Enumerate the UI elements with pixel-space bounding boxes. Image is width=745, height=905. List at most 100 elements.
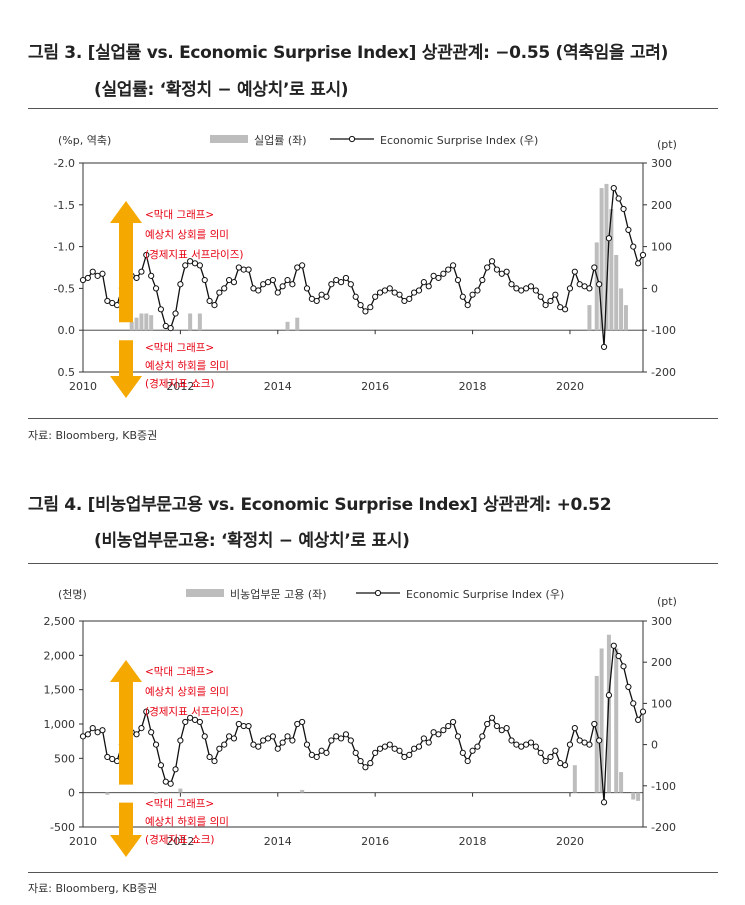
x-tick-label: 2010 bbox=[69, 835, 97, 848]
bar bbox=[619, 288, 624, 331]
esi-point bbox=[279, 283, 286, 290]
esi-point bbox=[508, 281, 515, 288]
esi-point bbox=[352, 749, 359, 756]
legend-bar-label: 실업률 (좌) bbox=[254, 134, 307, 147]
esi-point bbox=[459, 293, 466, 300]
esi-point bbox=[610, 184, 617, 192]
left-tick-label: 1,000 bbox=[44, 718, 76, 731]
esi-point bbox=[561, 762, 569, 769]
arrow-up bbox=[110, 201, 142, 323]
bar bbox=[129, 321, 134, 331]
bar bbox=[178, 788, 183, 793]
bar bbox=[604, 183, 609, 331]
esi-point bbox=[372, 293, 379, 300]
esi-point bbox=[357, 757, 364, 765]
esi-point bbox=[230, 279, 238, 286]
esi-point bbox=[84, 274, 91, 282]
esi-point bbox=[279, 739, 286, 746]
esi-point bbox=[542, 302, 549, 309]
esi-point bbox=[89, 725, 96, 732]
bar bbox=[606, 634, 611, 793]
legend-line-label: Economic Surprise Index (우) bbox=[406, 588, 564, 601]
legend-line-marker bbox=[374, 589, 382, 597]
esi-point bbox=[615, 652, 622, 660]
esi-point bbox=[352, 293, 359, 300]
figure3-subtitle: (실업률: ‘확정치 − 예상치’로 표시) bbox=[94, 80, 349, 100]
esi-point bbox=[591, 264, 598, 271]
esi-point bbox=[289, 281, 296, 288]
esi-point bbox=[396, 747, 403, 754]
esi-point bbox=[201, 733, 208, 740]
esi-point bbox=[113, 757, 121, 765]
bar bbox=[619, 772, 624, 793]
left-tick-label: -2.0 bbox=[54, 157, 75, 170]
esi-point bbox=[269, 733, 277, 740]
esi-point bbox=[620, 663, 627, 670]
esi-point bbox=[415, 287, 423, 294]
x-tick-label: 2012 bbox=[166, 380, 194, 393]
x-tick-label: 2012 bbox=[166, 835, 194, 848]
esi-point bbox=[274, 745, 281, 752]
esi-point bbox=[211, 757, 218, 765]
esi-point bbox=[527, 739, 535, 746]
esi-point bbox=[167, 780, 174, 787]
esi-point bbox=[328, 737, 335, 744]
esi-point bbox=[148, 272, 155, 279]
esi-point bbox=[133, 274, 140, 282]
bar bbox=[614, 648, 619, 793]
bar bbox=[188, 313, 193, 331]
left-tick-label: 0.5 bbox=[58, 366, 76, 379]
esi-point bbox=[527, 283, 535, 290]
esi-point bbox=[479, 733, 486, 740]
esi-point bbox=[157, 762, 165, 769]
esi-point bbox=[420, 279, 427, 286]
esi-point bbox=[469, 291, 476, 298]
esi-point bbox=[440, 270, 447, 277]
esi-point bbox=[630, 700, 637, 707]
x-tick-label: 2010 bbox=[69, 380, 97, 393]
esi-point bbox=[201, 276, 208, 284]
esi-point bbox=[274, 289, 281, 296]
figure3-bottom-rule bbox=[28, 418, 718, 419]
bar bbox=[636, 792, 641, 801]
esi-point bbox=[143, 708, 150, 715]
esi-point bbox=[313, 297, 320, 305]
esi-point bbox=[508, 737, 515, 744]
annotation-down-line: <막대 그래프> bbox=[145, 798, 214, 810]
figure3-title: 그림 3. [실업률 vs. Economic Surprise Index] … bbox=[28, 43, 669, 63]
esi-point bbox=[367, 760, 374, 767]
figure3-top-rule bbox=[28, 108, 718, 109]
esi-point bbox=[503, 268, 510, 275]
esi-point bbox=[357, 302, 364, 309]
esi-point bbox=[362, 764, 369, 771]
esi-point bbox=[615, 195, 622, 202]
x-tick-label: 2016 bbox=[361, 380, 389, 393]
left-tick-label: 0 bbox=[68, 787, 75, 800]
right-axis-label: (pt) bbox=[657, 595, 677, 608]
esi-point bbox=[537, 749, 544, 756]
esi-point bbox=[177, 737, 184, 744]
esi-point bbox=[152, 285, 160, 292]
esi-point bbox=[532, 743, 539, 750]
right-tick-label: -200 bbox=[651, 366, 676, 379]
left-tick-label: 2,500 bbox=[44, 615, 76, 628]
esi-point bbox=[289, 737, 296, 744]
figure4-chart: 2,500 2,000 1,500 1,000 500 0 -500 300 200 100 0 -1… bbox=[44, 587, 677, 857]
esi-point bbox=[596, 737, 603, 744]
esi-point bbox=[464, 757, 471, 765]
esi-point bbox=[196, 262, 203, 269]
arrow-up bbox=[110, 660, 142, 785]
esi-point bbox=[182, 262, 189, 269]
right-tick-label: 0 bbox=[651, 739, 658, 752]
esi-point bbox=[454, 276, 462, 284]
esi-point bbox=[347, 281, 354, 288]
esi-point bbox=[406, 751, 413, 758]
esi-point bbox=[435, 731, 442, 738]
esi-point bbox=[206, 297, 213, 305]
esi-point bbox=[337, 279, 345, 286]
esi-point bbox=[284, 276, 291, 284]
esi-point bbox=[600, 799, 608, 806]
left-tick-label: -500 bbox=[50, 821, 75, 834]
esi-point bbox=[396, 291, 403, 298]
esi-point bbox=[216, 745, 223, 752]
